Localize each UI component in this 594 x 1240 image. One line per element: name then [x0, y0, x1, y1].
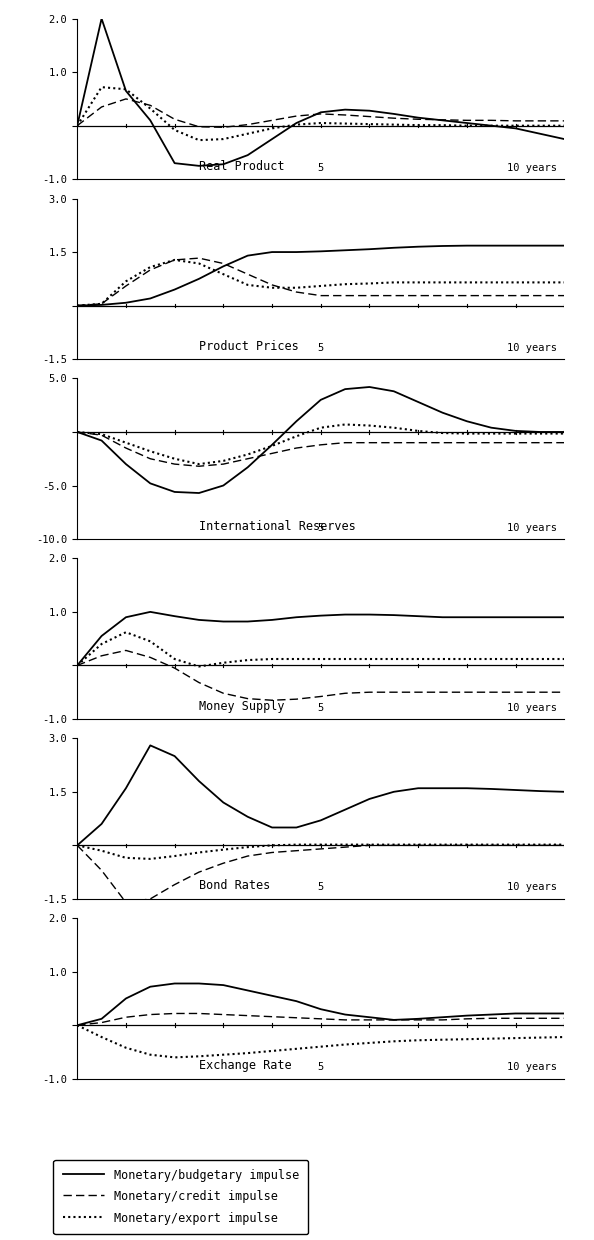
Text: 5: 5 [318, 1063, 324, 1073]
Text: Exchange Rate: Exchange Rate [199, 1059, 292, 1073]
Text: 5: 5 [318, 162, 324, 172]
Text: 10 years: 10 years [507, 703, 557, 713]
Text: Product Prices: Product Prices [199, 340, 299, 352]
Text: Bond Rates: Bond Rates [199, 879, 270, 893]
Text: Money Supply: Money Supply [199, 699, 285, 713]
Text: 10 years: 10 years [507, 342, 557, 352]
Text: 5: 5 [318, 342, 324, 352]
Text: Real Product: Real Product [199, 160, 285, 172]
Legend: Monetary/budgetary impulse, Monetary/credit impulse, Monetary/export impulse: Monetary/budgetary impulse, Monetary/cre… [53, 1159, 308, 1234]
Text: 5: 5 [318, 883, 324, 893]
Text: 10 years: 10 years [507, 883, 557, 893]
Text: 10 years: 10 years [507, 162, 557, 172]
Text: 10 years: 10 years [507, 1063, 557, 1073]
Text: International Reserves: International Reserves [199, 520, 356, 533]
Text: 5: 5 [318, 703, 324, 713]
Text: 5: 5 [318, 522, 324, 533]
Text: 10 years: 10 years [507, 522, 557, 533]
